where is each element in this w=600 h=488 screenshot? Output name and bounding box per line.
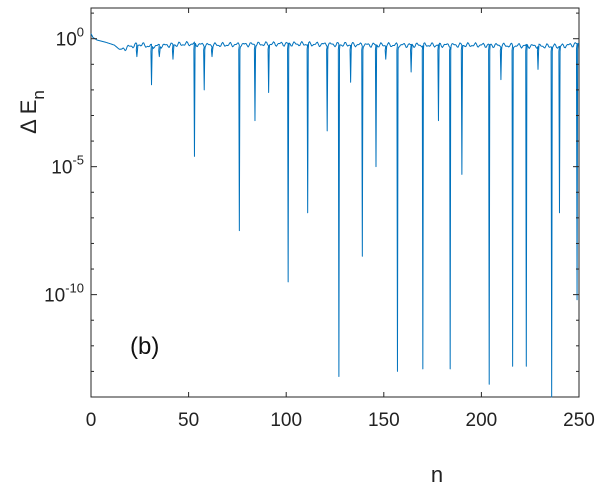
y-axis-label-main: Δ E	[16, 100, 41, 134]
panel-label: (b)	[130, 333, 159, 360]
svg-text:Δ En: Δ En	[16, 90, 48, 134]
x-tick-label: 150	[368, 410, 400, 431]
x-tick-label: 200	[466, 410, 498, 431]
y-axis-minor-ticks	[91, 12, 579, 398]
y-tick-label: 10-10	[44, 281, 84, 307]
plot-area: 0 50 100 150 200 250 100 10-5 10-10	[44, 7, 595, 431]
y-tick-label: 100	[56, 25, 84, 51]
x-axis-label: n	[431, 462, 443, 487]
series-line-delta-e	[90, 33, 580, 398]
x-tick-label: 50	[178, 410, 199, 431]
y-axis-ticks: 100 10-5 10-10	[44, 25, 579, 307]
x-tick-label: 0	[86, 410, 97, 431]
x-axis-ticks: 0 50 100 150 200 250	[86, 8, 595, 431]
plot-frame	[90, 7, 580, 398]
y-axis-label-subscript: n	[29, 90, 48, 99]
x-tick-label: 100	[270, 410, 302, 431]
y-tick-label: 10-5	[51, 153, 84, 179]
y-axis-label: Δ En	[16, 90, 48, 134]
x-tick-label: 250	[563, 410, 595, 431]
